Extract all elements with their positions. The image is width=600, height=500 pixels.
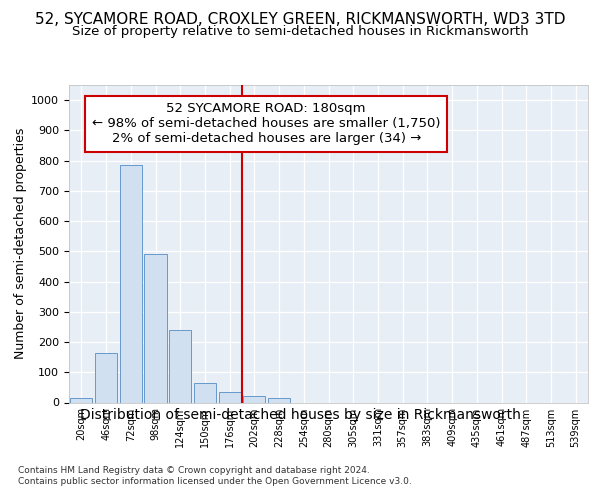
Bar [119, 165, 142, 402]
Bar [169, 330, 191, 402]
Bar [243, 396, 265, 402]
Text: Distribution of semi-detached houses by size in Rickmansworth: Distribution of semi-detached houses by … [80, 408, 520, 422]
Bar [145, 254, 167, 402]
Y-axis label: Number of semi-detached properties: Number of semi-detached properties [14, 128, 27, 360]
Text: Contains public sector information licensed under the Open Government Licence v3: Contains public sector information licen… [18, 476, 412, 486]
Text: 52, SYCAMORE ROAD, CROXLEY GREEN, RICKMANSWORTH, WD3 3TD: 52, SYCAMORE ROAD, CROXLEY GREEN, RICKMA… [35, 12, 565, 28]
Text: Size of property relative to semi-detached houses in Rickmansworth: Size of property relative to semi-detach… [71, 24, 529, 38]
Bar [218, 392, 241, 402]
Bar [95, 352, 117, 403]
Bar [194, 383, 216, 402]
Bar [268, 398, 290, 402]
Text: 52 SYCAMORE ROAD: 180sqm
← 98% of semi-detached houses are smaller (1,750)
2% of: 52 SYCAMORE ROAD: 180sqm ← 98% of semi-d… [92, 102, 440, 146]
Text: Contains HM Land Registry data © Crown copyright and database right 2024.: Contains HM Land Registry data © Crown c… [18, 466, 370, 475]
Bar [70, 398, 92, 402]
